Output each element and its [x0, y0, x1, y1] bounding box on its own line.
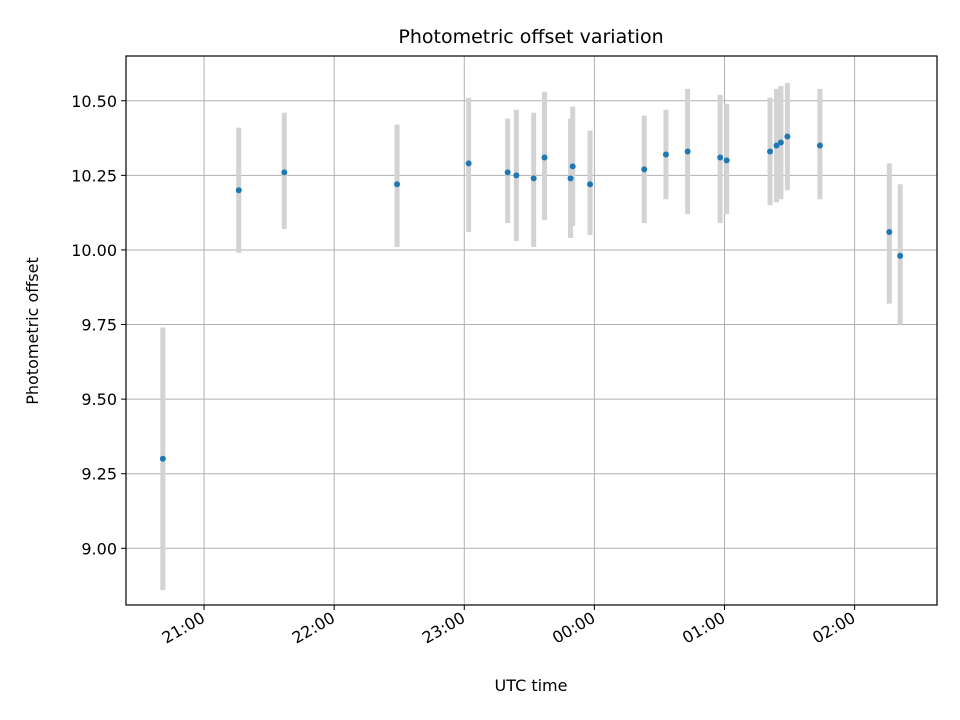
- data-point: [530, 175, 537, 182]
- data-point: [784, 133, 791, 140]
- data-point: [886, 229, 893, 236]
- data-points: [159, 133, 904, 462]
- data-point: [641, 166, 648, 173]
- y-tick-label: 10.25: [71, 166, 117, 185]
- data-point: [513, 172, 520, 179]
- data-point: [235, 187, 242, 194]
- y-axis-label: Photometric offset: [23, 257, 42, 405]
- data-point: [723, 157, 730, 164]
- plot-frame: [125, 55, 938, 606]
- y-tick-label: 10.50: [71, 92, 117, 111]
- y-tick-label: 9.25: [81, 465, 117, 484]
- data-point: [767, 148, 774, 155]
- data-point: [773, 142, 780, 149]
- y-tick-label: 9.00: [81, 539, 117, 558]
- data-point: [587, 181, 594, 188]
- data-point: [569, 163, 576, 170]
- data-point: [816, 142, 823, 149]
- x-axis-label: UTC time: [495, 676, 568, 695]
- data-point: [394, 181, 401, 188]
- data-point: [567, 175, 574, 182]
- data-point: [281, 169, 288, 176]
- chart-title: Photometric offset variation: [398, 26, 663, 48]
- y-tick-label: 10.00: [71, 241, 117, 260]
- y-tick-label: 9.50: [81, 390, 117, 409]
- data-point: [684, 148, 691, 155]
- data-point: [465, 160, 472, 167]
- y-axis-ticks: 9.00 9.25 9.50 9.75 10.00 10.25 10.50: [71, 92, 126, 558]
- data-point: [662, 151, 669, 158]
- data-point: [777, 139, 784, 146]
- y-tick-label: 9.75: [81, 316, 117, 335]
- data-point: [717, 154, 724, 161]
- data-point: [504, 169, 511, 176]
- data-point: [897, 252, 904, 259]
- data-point: [541, 154, 548, 161]
- data-point: [159, 455, 166, 462]
